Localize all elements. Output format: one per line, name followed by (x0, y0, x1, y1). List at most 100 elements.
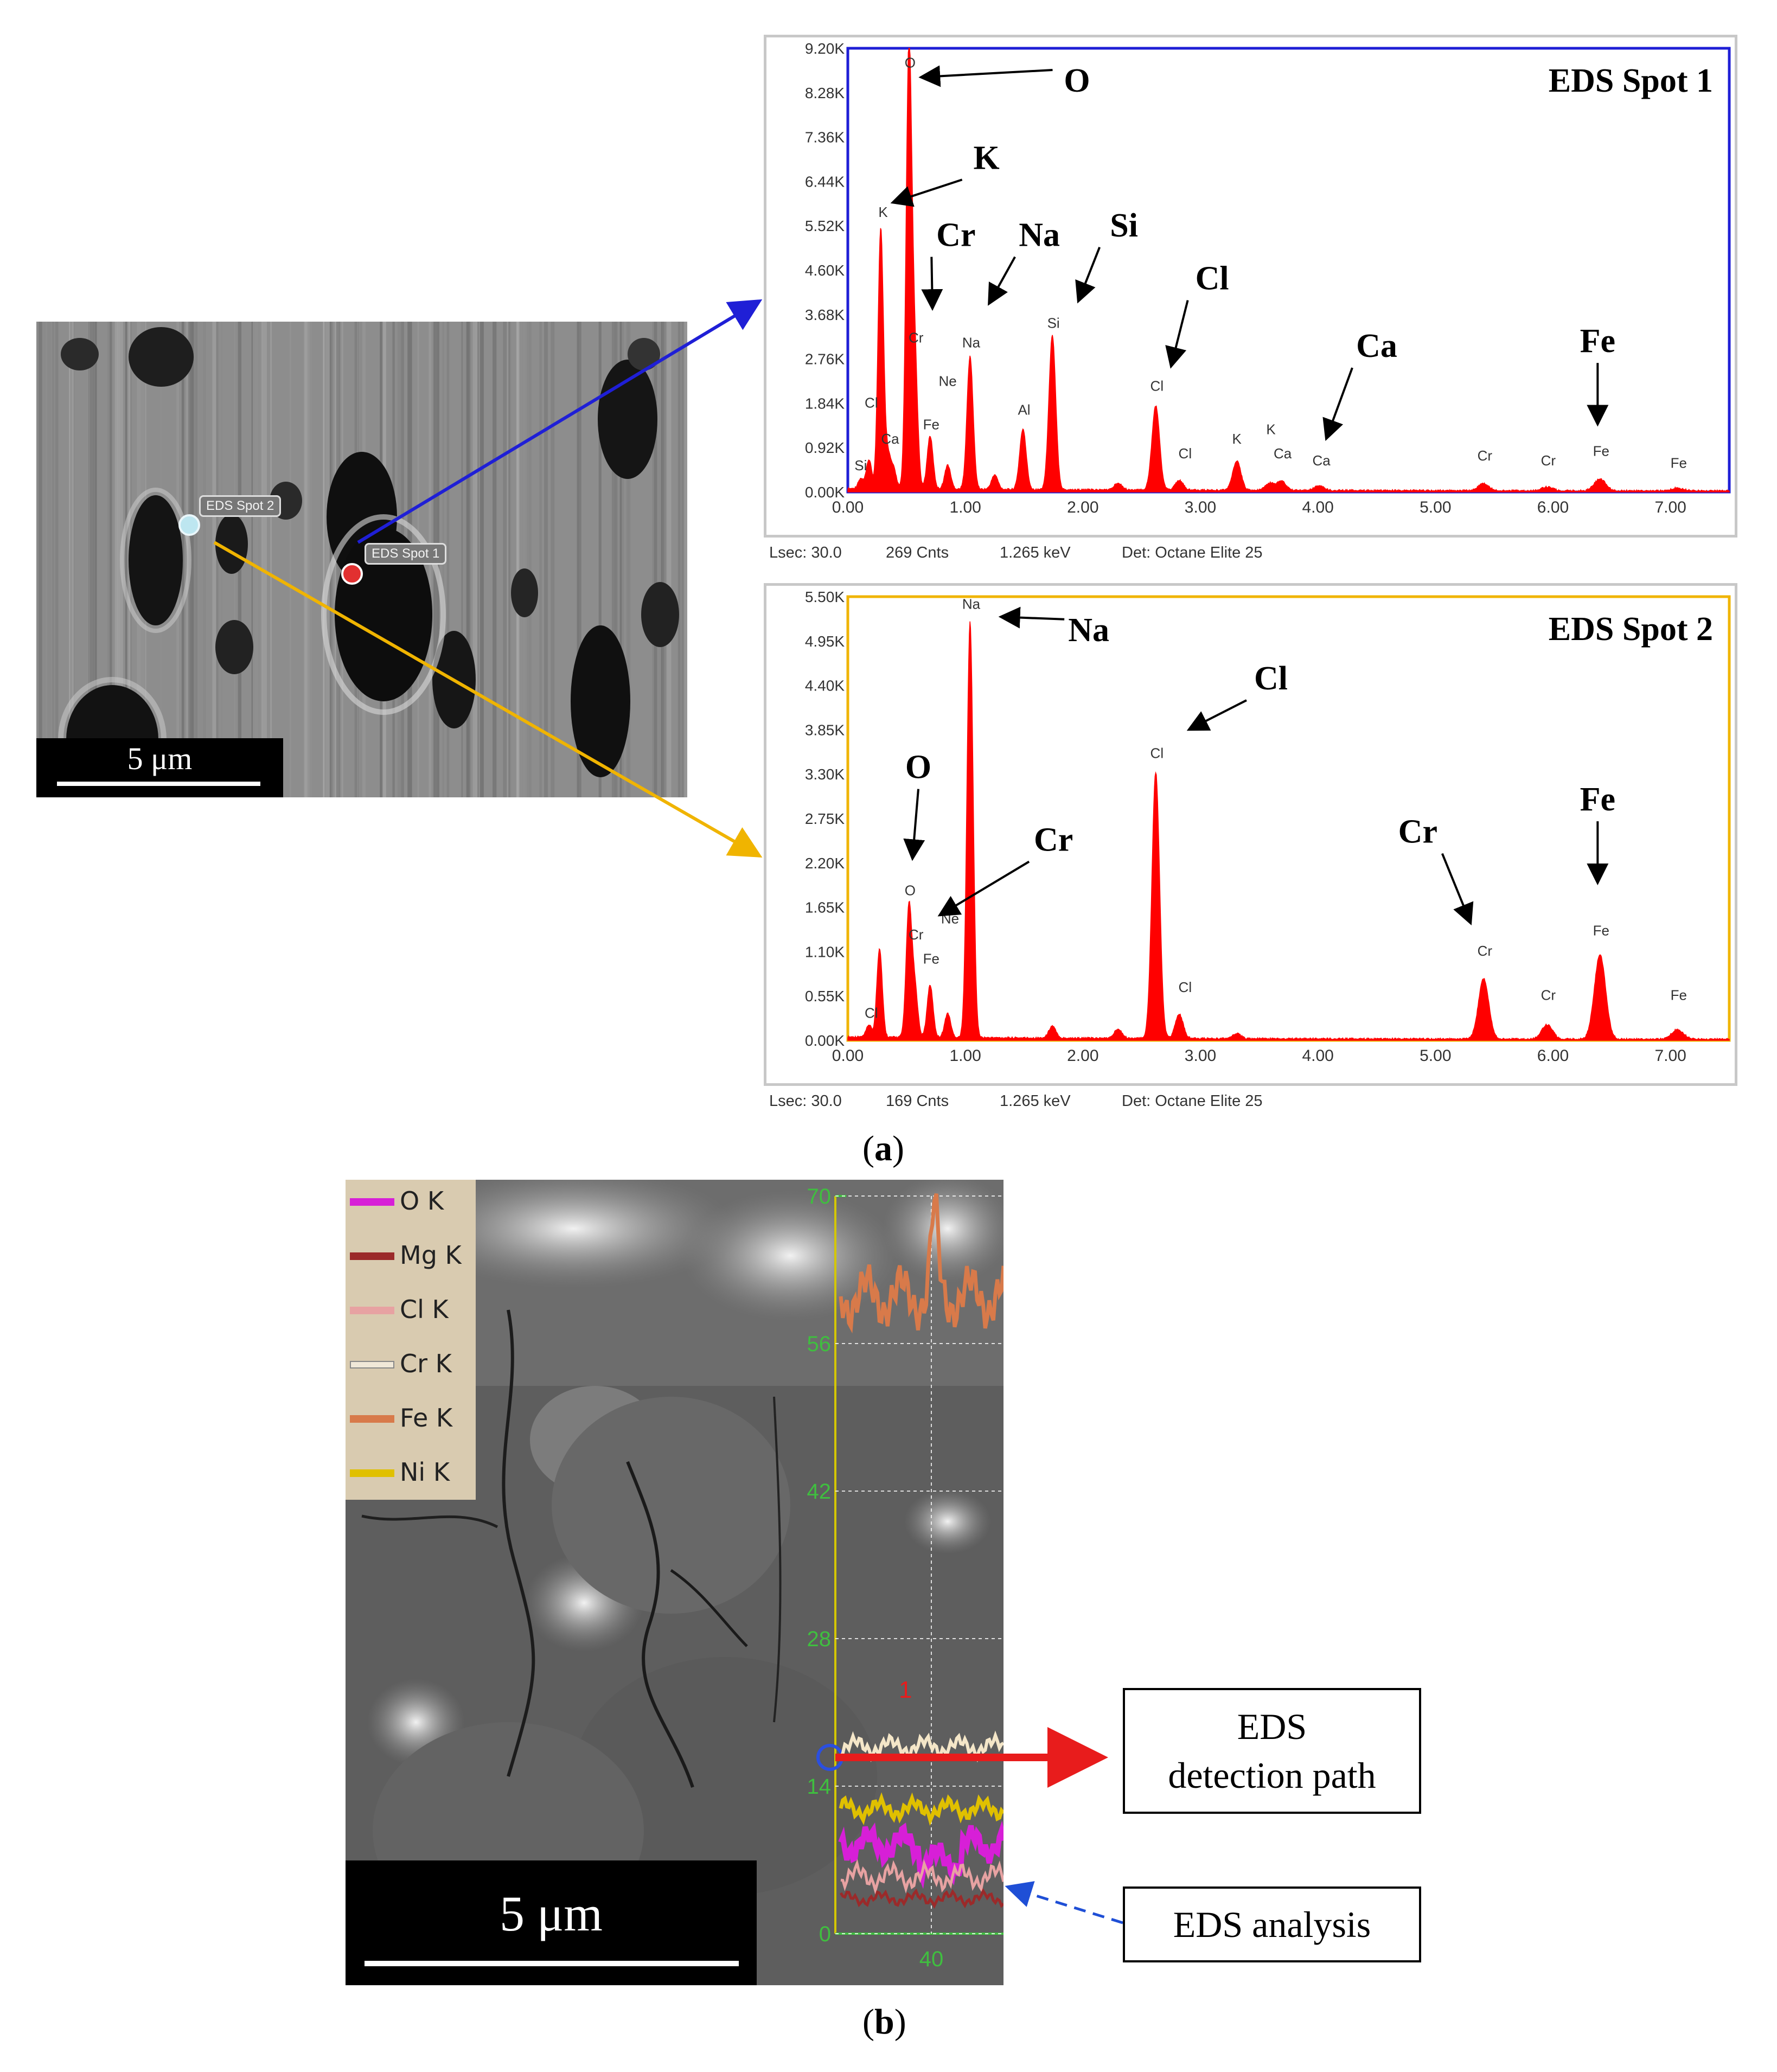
peak-label: Si (854, 457, 867, 474)
peak-label: Cl (865, 394, 878, 411)
y-tick-label: 4.40K (805, 677, 845, 694)
x-tick-label: 0.00 (832, 1047, 864, 1065)
element-trace (839, 1792, 1003, 1826)
legend-cl: Cl K (346, 1288, 476, 1332)
element-annotation: Fe (1580, 781, 1615, 818)
element-trace (839, 1888, 1003, 1909)
x-tick-label: 2.00 (1067, 1047, 1098, 1065)
element-trace (840, 1859, 1003, 1896)
y-tick-label: 0.92K (805, 439, 845, 456)
sem-image-linescan: O K Mg K Cl K Cr K Fe K Ni K 70 56 42 28 14 0… (346, 1180, 1003, 1985)
annotation-arrow (988, 256, 1016, 306)
spot2-label: EDS Spot 2 (199, 495, 282, 517)
legend-ni: Ni K (346, 1451, 476, 1494)
element-annotation: O (905, 749, 931, 786)
detection-path-line2: detection path (1168, 1755, 1376, 1796)
legend-mg: Mg K (346, 1234, 476, 1277)
legend-fe-label: Fe K (400, 1403, 453, 1433)
peak-label: Ca (1313, 452, 1331, 469)
element-annotation: Si (1110, 207, 1138, 244)
y-tick-label: 2.76K (805, 351, 845, 368)
linescan-x-tick: 40 (919, 1947, 944, 1971)
peak-label: Cr (909, 329, 924, 346)
element-annotation: Cr (1398, 814, 1437, 850)
legend-cr-swatch (350, 1361, 394, 1368)
y-tick-label: 3.68K (805, 306, 845, 323)
legend-fe: Fe K (346, 1397, 476, 1440)
spectrum-spot2: 0.00K 0.55K 1.10K 1.65K 2.20K 2.75K 3.30K 3.85K… (764, 583, 1737, 1086)
linescan-tick: 0 (819, 1922, 831, 1946)
element-annotation: Cl (1254, 660, 1288, 697)
annotation-arrow (1165, 300, 1189, 369)
y-tick-label: 0.55K (805, 988, 845, 1005)
annotation-arrow (1186, 699, 1247, 731)
x-tick-label: 1.00 (949, 1047, 981, 1065)
caption-a-letter: a (874, 1129, 892, 1168)
annotation-arrow (918, 65, 1053, 87)
peak-label: Cr (1541, 987, 1556, 1003)
scale-bar-a (57, 782, 260, 786)
caption-b: (b) (862, 2002, 906, 2042)
x-tick-label: 3.00 (1185, 1047, 1216, 1065)
x-tick-label: 5.00 (1420, 498, 1451, 516)
legend-o-label: O K (400, 1186, 444, 1216)
y-tick-label: 5.50K (805, 589, 845, 605)
x-tick-label: 1.00 (949, 498, 981, 516)
peak-label: Cr (1541, 452, 1556, 469)
x-tick-label: 7.00 (1654, 1047, 1686, 1065)
detector: Det: Octane Elite 25 (1122, 544, 1263, 561)
y-tick-label: 3.85K (805, 721, 845, 738)
annotation-arrow (998, 606, 1065, 629)
element-legend: O K Mg K Cl K Cr K Fe K Ni K (346, 1180, 476, 1500)
peak-label: Fe (923, 416, 939, 432)
legend-fe-swatch (350, 1415, 394, 1423)
linescan-overlay: 70 56 42 28 14 0 40 1 (807, 1185, 1003, 1971)
arrow-to-spot2 (213, 541, 763, 858)
peak-label: K (1232, 431, 1242, 447)
spectrum-spot1-plot: 0.00K0.92K1.84K2.76K3.68K4.60K5.52K6.44K… (805, 40, 1731, 516)
spot1-label: EDS Spot 1 (365, 543, 447, 565)
scale-label-a: 5 μm (127, 741, 193, 776)
legend-cl-label: Cl K (400, 1295, 449, 1324)
linescan-tick: 14 (807, 1775, 832, 1799)
element-trace (838, 1820, 1003, 1889)
y-tick-label: 0.00K (805, 484, 845, 501)
legend-ni-swatch (350, 1469, 394, 1477)
peak-label: Ca (881, 431, 899, 447)
annotation-arrow (903, 789, 925, 861)
linescan-tick: 70 (807, 1185, 832, 1208)
element-annotation: K (974, 139, 1000, 176)
detector: Det: Octane Elite 25 (1122, 1092, 1263, 1110)
element-annotation: O (1064, 62, 1090, 99)
detection-path-box: EDS detection path (1123, 1688, 1421, 1814)
x-tick-label: 3.00 (1185, 498, 1216, 516)
y-tick-label: 6.44K (805, 173, 845, 190)
x-tick-label: 5.00 (1420, 1047, 1451, 1065)
y-tick-label: 2.20K (805, 855, 845, 872)
peak-label: Ca (1274, 445, 1292, 462)
spot2-marker (178, 514, 200, 536)
peak-label: Fe (1671, 987, 1687, 1003)
element-annotation: Cr (1034, 821, 1073, 858)
peak-label: Cr (1478, 943, 1493, 959)
caption-b-letter: b (874, 2002, 894, 2042)
peak-label: Fe (1593, 443, 1609, 459)
linescan-tick: 56 (807, 1332, 832, 1356)
x-tick-label: 6.00 (1537, 498, 1569, 516)
peak-label: K (878, 204, 888, 220)
spectrum2-footer: Lsec: 30.0 169 Cnts 1.265 keV Det: Octan… (769, 1092, 1740, 1114)
peak-label: Cl (1150, 378, 1164, 394)
linescan-tick: 42 (807, 1480, 832, 1504)
spectrum-area (847, 621, 1730, 1041)
annotation-arrow (1441, 853, 1474, 926)
kev: 1.265 keV (1000, 544, 1071, 561)
element-annotation: Ca (1356, 328, 1397, 364)
scale-bar-b (365, 1961, 739, 1966)
y-tick-label: 3.30K (805, 766, 845, 783)
lsec: Lsec: 30.0 (769, 1092, 842, 1110)
legend-mg-swatch (350, 1252, 394, 1260)
scale-label-b: 5 μm (500, 1886, 603, 1941)
y-tick-label: 1.84K (805, 395, 845, 412)
y-tick-label: 9.20K (805, 40, 845, 57)
